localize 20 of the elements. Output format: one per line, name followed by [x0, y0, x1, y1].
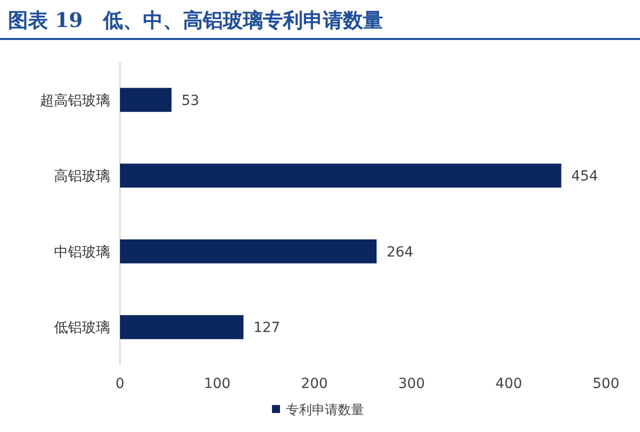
chart-title: 图表 19 低、中、高铝玻璃专利申请数量 — [8, 8, 383, 32]
x-tick-label: 300 — [398, 376, 425, 392]
bar — [120, 315, 244, 340]
x-tick-label: 100 — [204, 376, 231, 392]
data-label: 127 — [253, 320, 280, 336]
x-tick-label: 500 — [592, 376, 620, 392]
data-label: 53 — [182, 92, 200, 109]
y-tick-label: 超高铝玻璃 — [40, 92, 110, 109]
bar — [120, 88, 172, 112]
x-tick-label: 0 — [116, 376, 124, 392]
x-tick-label: 400 — [495, 376, 522, 392]
bar — [120, 239, 377, 264]
data-label: 264 — [386, 244, 414, 260]
y-tick-label: 低铝玻璃 — [54, 320, 110, 336]
y-tick-label: 中铝玻璃 — [54, 244, 110, 260]
data-label: 454 — [571, 168, 598, 185]
legend-label: 专利申请数量 — [286, 403, 364, 418]
bar — [120, 164, 562, 188]
y-tick-label: 高铝玻璃 — [54, 168, 110, 185]
x-tick-label: 200 — [301, 376, 328, 392]
